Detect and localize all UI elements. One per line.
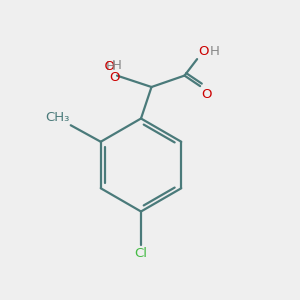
Text: H: H	[106, 60, 116, 73]
Text: O: O	[109, 70, 119, 84]
Text: O: O	[97, 60, 116, 73]
Text: H: H	[112, 59, 122, 72]
Text: H: H	[210, 45, 220, 58]
Text: O: O	[202, 88, 212, 100]
Text: O: O	[199, 45, 209, 58]
Text: CH₃: CH₃	[45, 111, 69, 124]
Text: Cl: Cl	[134, 247, 148, 260]
